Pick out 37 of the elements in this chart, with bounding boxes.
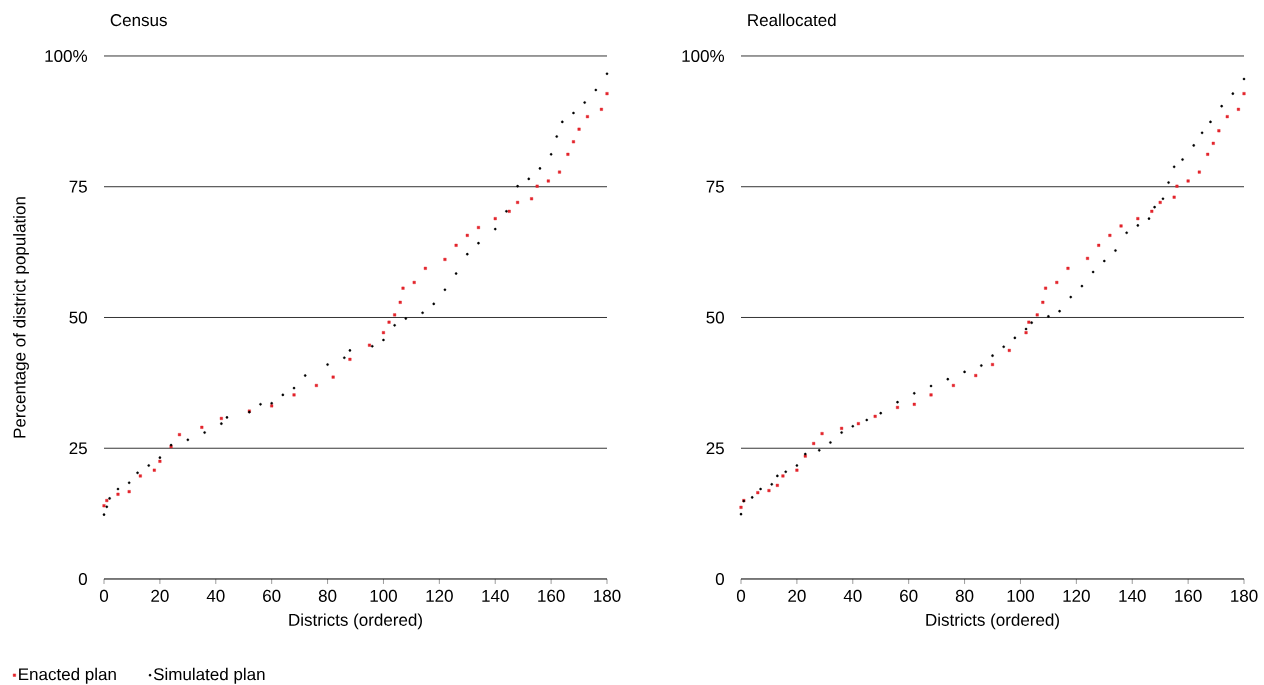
x-tick-label: 100 xyxy=(1007,589,1034,602)
y-tick-label: 25 xyxy=(706,442,724,455)
x-tick-label: 60 xyxy=(900,589,918,602)
y-tick-label: 0 xyxy=(78,572,87,586)
x-tick-label: 120 xyxy=(426,589,453,602)
y-tick-label: 0 xyxy=(715,572,724,586)
chart-title: Reallocated xyxy=(748,13,836,27)
x-tick-label: 40 xyxy=(843,589,862,602)
x-tick-label: 180 xyxy=(1231,589,1258,602)
x-tick-label: 80 xyxy=(955,589,974,602)
x-tick-label: 0 xyxy=(736,589,746,602)
x-tick-label: 20 xyxy=(151,589,169,602)
y-tick-label: 50 xyxy=(706,311,724,324)
x-tick-label: 20 xyxy=(788,589,806,602)
x-tick-label: 140 xyxy=(1119,589,1146,602)
x-tick-label: 160 xyxy=(1175,589,1202,602)
x-tick-label: 180 xyxy=(594,589,621,602)
y-axis-title: Percentage of district population xyxy=(13,197,29,438)
x-tick-label: 100 xyxy=(370,589,397,602)
x-tick-label: 160 xyxy=(538,589,565,602)
legend-label: Simulated plan xyxy=(153,667,265,684)
x-axis-title: Districts (ordered) xyxy=(926,613,1059,630)
x-tick-label: 40 xyxy=(206,589,225,602)
y-tick-label: 100% xyxy=(45,49,88,63)
x-tick-label: 0 xyxy=(99,589,109,602)
x-tick-label: 60 xyxy=(263,589,281,602)
y-tick-label: 25 xyxy=(69,442,87,455)
x-tick-label: 140 xyxy=(482,589,509,602)
y-tick-label: 50 xyxy=(69,311,87,324)
legend-label: Enacted plan xyxy=(19,667,116,684)
x-axis-title: Districts (ordered) xyxy=(289,613,422,630)
x-tick-label: 120 xyxy=(1063,589,1090,602)
y-tick-label: 75 xyxy=(706,180,724,193)
chart-title: Census xyxy=(110,14,167,27)
y-tick-label: 75 xyxy=(69,180,87,193)
x-tick-label: 80 xyxy=(318,589,337,602)
y-tick-label: 100% xyxy=(682,49,725,63)
